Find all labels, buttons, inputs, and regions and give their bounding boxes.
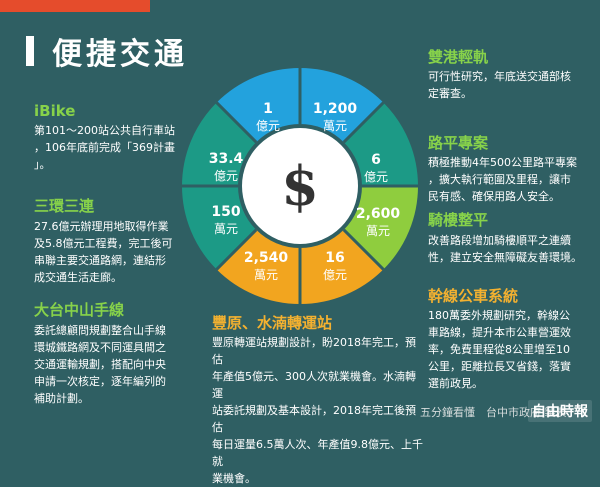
value-8-unit: 億元 [214,169,238,183]
road-line: 積極推動4年500公里路平專案 [428,156,577,169]
bus-line: 選前政見。 [428,377,483,390]
value-6-unit: 萬元 [254,268,278,282]
segment-3 [343,186,418,270]
transfer-line: 站委託規劃及基本設計，2018年完工後預估 [212,404,416,434]
newspaper-logo: 自由時報 [528,400,592,422]
road-heading: 路平專案 [428,134,489,152]
value-7-num: 150 [211,204,240,220]
value-5-unit: 億元 [323,268,347,282]
ring-line: 27.6億元辦理用地取得作業 [34,220,169,233]
mrt-line: 委託總顧問規劃整合山手線 [34,324,166,337]
value-6-num: 2,540 [244,250,289,266]
value-3-unit: 億元 [364,170,388,184]
mrt-line: 交通運輸規劃，搭配向中央 [34,358,166,371]
transfer-line: 豐原轉運站規劃設計，盼2018年完工，預估 [212,336,416,366]
bus-line: 公里，距離拉長又省錢，落實 [428,360,571,373]
mrt-line: 申請一次核定，逐年編列的 [34,375,166,388]
road-line: 民有感、確保用路人安全。 [428,190,560,203]
ibike-line: ，106年底前完成「369計畫 [34,141,175,154]
lrt-heading: 雙港輕軌 [428,48,489,66]
arcade-body: 改善路段增加騎樓順平之連續 性，建立安全無障礙友善環境。 [428,232,596,266]
bus-line: 率，免費里程從8公里增至10 [428,343,570,356]
lrt-line: 可行性研究，年底送交通部核 [428,70,571,83]
value-5-num: 16 [325,250,344,266]
bus-body: 180萬委外規劃研究，幹線公 車路線，提升本市公車營運效 率，免費里程從8公里增… [428,307,596,392]
mrt-body: 委託總顧問規劃整合山手線 環城鐵路網及不同運具間之 交通運輸規劃，搭配向中央 申… [34,322,194,407]
value-3-num: 6 [371,152,381,168]
road-line: ，擴大執行範圍及里程，讓市 [428,173,571,186]
road-body: 積極推動4年500公里路平專案 ，擴大執行範圍及里程，讓市 民有感、確保用路人安… [428,154,596,205]
lrt-line: 定審查。 [428,87,472,100]
value-7-unit: 萬元 [214,222,238,236]
transfer-line: 年產值5億元、300人次就業機會。水湳轉運 [212,370,416,400]
transfer-line: 業機會。 [212,472,256,485]
ring-line: 串聯主要交通路網，連結形 [34,254,166,267]
ibike-line: 」。 [34,158,51,171]
top-accent-bar [0,0,150,12]
dollar-icon: $ [281,154,319,218]
bus-line: 車路線，提升本市公車營運效 [428,326,571,339]
value-2-num: 1,200 [313,101,358,117]
title-bar-icon [26,36,34,66]
arcade-heading: 騎樓整平 [428,211,489,229]
value-4-num: 2,600 [356,206,401,222]
ibike-body: 第101～200站公共自行車站 ，106年底前完成「369計畫 」。 [34,122,194,173]
mrt-heading: 大台中山手線 [34,301,125,319]
title-text: 便捷交通 [52,37,188,72]
bus-heading: 幹線公車系統 [428,287,519,305]
segment-2 [343,102,418,186]
segment-5 [216,229,300,304]
value-2-unit: 萬元 [323,119,347,133]
ibike-line: 第101～200站公共自行車站 [34,124,175,137]
value-1-num: 1 [263,101,273,117]
transfer-heading: 豐原、水湳轉運站 [212,314,333,332]
arcade-line: 改善路段增加騎樓順平之連續 [428,234,571,247]
transfer-body: 豐原轉運站規劃設計，盼2018年完工，預估 年產值5億元、300人次就業機會。水… [212,334,426,487]
bus-line: 180萬委外規劃研究，幹線公 [428,309,570,322]
segment-8 [216,68,300,143]
value-4-unit: 萬元 [366,224,390,238]
footer-source: 台中市政府 製表 [486,406,567,419]
segment-1 [300,68,384,143]
mrt-line: 補助計劃。 [34,392,89,405]
mrt-line: 環城鐵路網及不同運具間之 [34,341,166,354]
ring-body: 27.6億元辦理用地取得作業 及5.8億元工程費，完工後可 串聯主要交通路網，連… [34,218,194,286]
page-title: 便捷交通 [26,34,188,72]
ring-line: 及5.8億元工程費，完工後可 [34,237,173,250]
transfer-line: 每日運量6.5萬人次、年產值9.8億元、上千就 [212,438,423,468]
ring-line: 成交通生活走廊。 [34,271,122,284]
footer-credit: 五分鐘看懂 [420,406,475,419]
value-8-num: 33.4 [209,151,244,167]
lrt-body: 可行性研究，年底送交通部核 定審查。 [428,68,596,102]
ring-heading: 三環三連 [34,197,95,215]
value-1-unit: 億元 [256,119,280,133]
segment-4 [300,229,384,304]
center-circle [242,128,358,244]
ibike-heading: iBike [34,102,76,120]
arcade-line: 性，建立安全無障礙友善環境。 [428,251,582,264]
